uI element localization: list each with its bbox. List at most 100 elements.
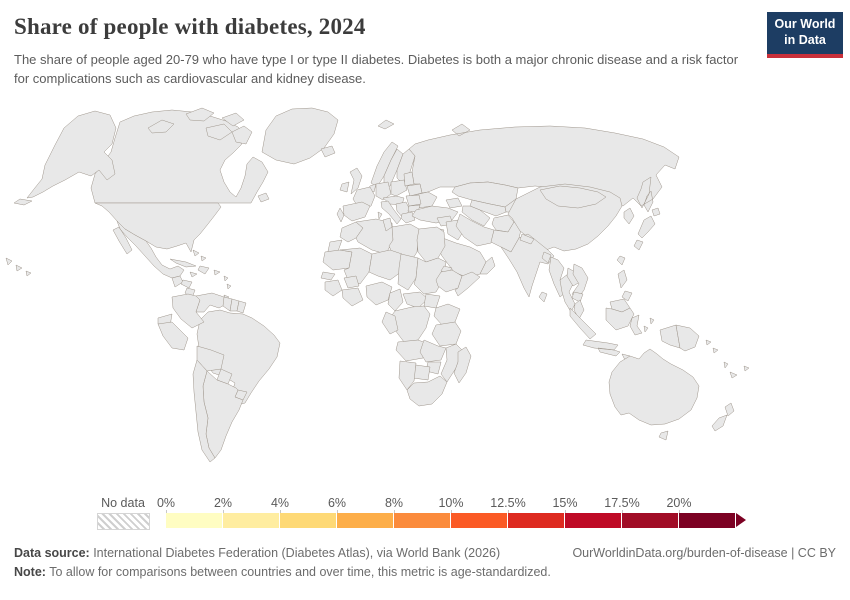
region-korea[interactable]: Korea [623,207,635,225]
region-mongolia[interactable]: Mongolia [539,185,607,209]
legend-tick-label: 2% [213,496,233,510]
legend-segment[interactable] [451,513,508,528]
region-new-guinea-west[interactable]: Indonesia (Papua) [659,324,681,349]
region-honduras[interactable]: Honduras [180,279,193,289]
region-nigeria[interactable]: Nigeria [365,281,393,306]
legend-segment[interactable] [394,513,451,528]
region-ethiopia[interactable]: Ethiopia [435,269,463,293]
region-jamaica[interactable]: Jamaica [189,271,198,278]
region-germany[interactable]: Germany [375,181,392,201]
region-canada[interactable]: Canada [90,109,270,204]
region-mexico[interactable]: Mexico [112,220,185,279]
region-zambia[interactable]: Zambia [419,339,447,363]
legend-tick-label: 10% [438,496,464,510]
footer-link[interactable]: OurWorldinData.org/burden-of-disease | C… [572,546,836,560]
region-south-africa[interactable]: South Africa [406,375,448,407]
region-greece[interactable]: Greece [400,211,416,224]
legend-segment[interactable] [565,513,622,528]
legend-segment[interactable] [337,513,394,528]
legend-segment[interactable] [679,513,736,528]
region-namibia[interactable]: Namibia [398,360,417,391]
region-car[interactable]: Central African Republic [402,291,429,309]
region-usa[interactable]: United States [94,202,222,253]
region-egypt[interactable]: Egypt [416,226,446,263]
region-solomons[interactable]: Solomon Islands [705,339,719,354]
region-turkmenistan[interactable]: Turkmenistan [461,205,491,227]
owid-logo[interactable]: Our World in Data [767,12,843,59]
region-cameroon[interactable]: Cameroon [387,288,404,312]
region-portugal[interactable]: Portugal [336,207,345,223]
legend-segment[interactable] [508,513,565,528]
region-france[interactable]: France [352,186,383,220]
region-canada-islands[interactable]: Canada (Arctic islands) [147,107,253,145]
region-finland[interactable]: Finland [396,148,416,184]
region-venezuela[interactable]: Venezuela [195,292,229,313]
region-indonesia[interactable]: Indonesia [569,307,655,361]
region-mauritania[interactable]: Mauritania [322,249,353,271]
region-somalia[interactable]: Somalia [454,271,481,297]
region-cote-ghana[interactable]: Cote d'Ivoire & Ghana [341,287,364,307]
region-spain[interactable]: Spain [342,201,371,222]
region-guatemala[interactable]: Guatemala [171,275,184,288]
region-caucasus[interactable]: Caucasus [445,197,463,209]
legend-segment[interactable] [166,513,223,528]
region-russia[interactable]: Russia [408,123,680,213]
region-puerto-rico[interactable]: Puerto Rico [213,269,221,276]
region-philippines[interactable]: Philippines [617,269,633,302]
region-alaska[interactable]: United States (Alaska) [13,110,117,206]
region-peru[interactable]: Peru [157,321,189,351]
region-uk[interactable]: United Kingdom [349,167,363,195]
region-uganda-kenya[interactable]: Uganda & Kenya [433,303,461,326]
region-sri-lanka[interactable]: Sri Lanka [538,291,548,303]
region-cuba[interactable]: Cuba [169,258,197,268]
region-baltics[interactable]: Baltic states [403,171,415,187]
legend-tick-label: 6% [327,496,347,510]
region-south-sudan[interactable]: South Sudan [423,293,441,309]
region-bahamas[interactable]: Bahamas [192,249,207,262]
region-nepal[interactable]: Nepal [519,233,535,245]
legend-segment[interactable] [280,513,337,528]
region-new-zealand[interactable]: New Zealand [711,402,735,432]
region-taiwan[interactable]: Taiwan [616,255,626,266]
region-senegal[interactable]: Senegal [320,271,336,281]
region-french-guiana[interactable]: French Guiana [236,300,247,314]
region-svalbard[interactable]: Svalbard [377,119,395,130]
region-angola[interactable]: Angola [395,339,427,362]
region-hawaii[interactable]: United States (Hawaii) [5,257,32,277]
legend-segment[interactable] [223,513,280,528]
region-mozambique[interactable]: Mozambique & Malawi [440,343,463,383]
legend-segment[interactable] [622,513,679,528]
region-colombia[interactable]: Colombia [171,293,205,329]
region-guinea[interactable]: Guinea [324,279,343,297]
legend-no-data-swatch[interactable] [97,513,150,530]
region-cambodia[interactable]: Cambodia [571,291,584,303]
region-japan[interactable]: Japan [633,207,661,251]
legend-tick-label: 17.5% [604,496,640,510]
region-belarus[interactable]: Belarus [406,183,423,197]
region-fiji[interactable]: Fiji [743,365,750,372]
region-gabon-congo[interactable]: Gabon & Congo [381,311,399,335]
region-hispaniola[interactable]: Haiti & Dominican Republic [197,265,210,275]
region-png[interactable]: Papua New Guinea [675,324,700,352]
region-ireland[interactable]: Ireland [339,181,350,193]
region-poland[interactable]: Poland [390,179,408,197]
legend-color-bar [166,513,746,528]
region-australia[interactable]: Australia [608,348,700,441]
region-greenland[interactable]: Greenland [261,107,339,165]
owid-logo-line1: Our World [774,17,836,31]
region-antilles[interactable]: Lesser Antilles [223,275,232,290]
region-romania[interactable]: Romania [405,194,422,207]
region-iran[interactable]: Iran [455,213,495,247]
region-tanzania[interactable]: Tanzania [431,321,462,347]
region-vanuatu[interactable]: Vanuatu [723,361,729,369]
region-new-caledonia[interactable]: New Caledonia [729,371,738,379]
legend-tick-mark [337,510,338,514]
legend-tick-label: 0% [156,496,176,510]
region-burkina[interactable]: Burkina Faso [343,275,360,289]
region-iceland[interactable]: Iceland [320,145,336,158]
region-bangladesh[interactable]: Bangladesh [541,251,552,264]
region-niger[interactable]: Niger [368,249,403,281]
region-madagascar[interactable]: Madagascar [453,346,472,384]
region-chile[interactable]: Chile [192,359,216,463]
region-oman[interactable]: Oman & UAE [479,256,496,275]
